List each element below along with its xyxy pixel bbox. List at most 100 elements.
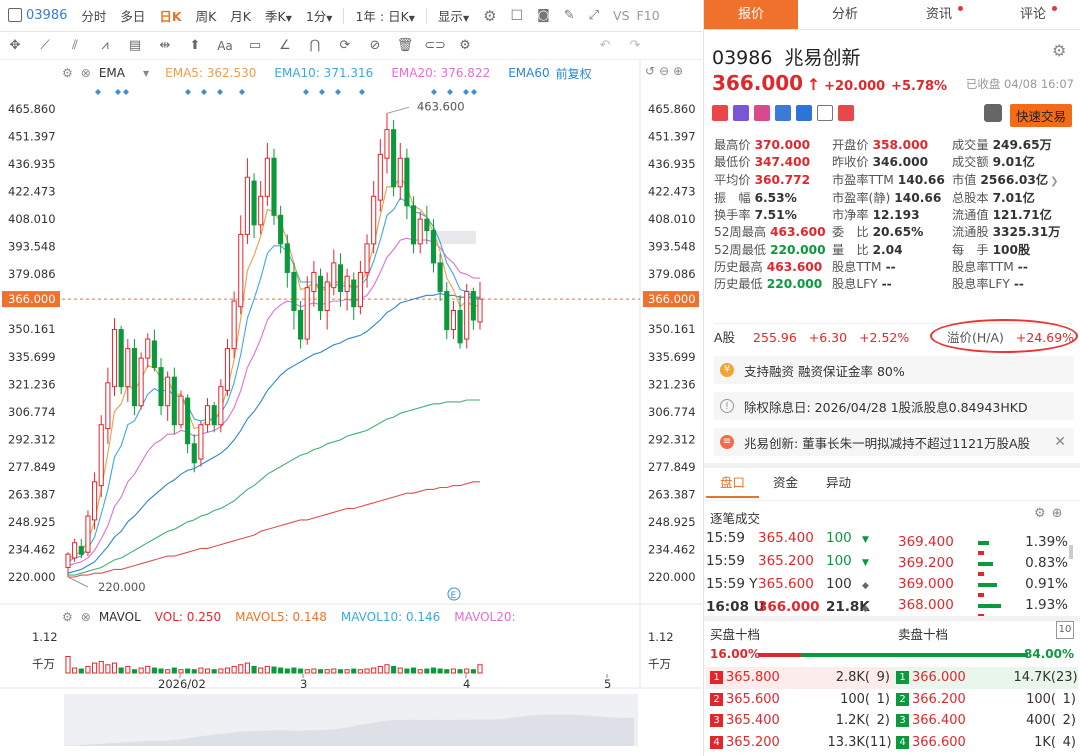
tab-daily-k[interactable]: 日K xyxy=(159,9,182,24)
symbol-code[interactable]: 03986 xyxy=(26,8,68,23)
volume-bar[interactable] xyxy=(211,669,217,674)
dividend-notice[interactable]: ! 除权除息日: 2026/04/28 1股派股息0.84943HKD xyxy=(714,392,1074,420)
volume-bar[interactable] xyxy=(65,655,71,674)
event-marker-icon[interactable] xyxy=(319,89,325,95)
volume-bar[interactable] xyxy=(337,669,344,674)
tab-weekly-k[interactable]: 周K xyxy=(195,9,217,24)
tab-monthly-k[interactable]: 月K xyxy=(230,9,251,24)
candle[interactable] xyxy=(65,552,71,577)
volume-bar[interactable] xyxy=(111,662,118,674)
candle[interactable] xyxy=(404,148,410,220)
indicator-name[interactable]: EMA xyxy=(98,66,125,80)
scrollbar[interactable] xyxy=(1069,545,1073,559)
volume-bar[interactable] xyxy=(357,669,363,674)
candle[interactable] xyxy=(231,291,237,359)
sync-icon[interactable]: ⟳ xyxy=(339,38,351,53)
indicator-settings-icon[interactable]: ⚙ xyxy=(62,66,73,80)
event-marker-icon[interactable] xyxy=(115,89,121,95)
volume-bar[interactable] xyxy=(444,669,450,674)
candle[interactable] xyxy=(258,181,264,235)
volume-bar[interactable] xyxy=(238,664,244,674)
event-marker-icon[interactable] xyxy=(201,89,207,95)
tab-quarterly-k[interactable]: 季K▼ xyxy=(258,6,299,25)
volume-bar[interactable] xyxy=(158,668,164,674)
ask-cell[interactable]: 1 366.000 14.7K(23) xyxy=(892,667,1078,689)
candle[interactable] xyxy=(251,173,257,239)
volume-bar[interactable] xyxy=(397,667,403,674)
candle[interactable] xyxy=(218,379,224,433)
ruler-icon[interactable]: ∠ xyxy=(279,38,291,53)
candle[interactable] xyxy=(444,281,450,340)
volume-bar[interactable] xyxy=(231,665,237,674)
ten-levels-icon[interactable]: 10 xyxy=(1056,621,1074,639)
volume-bar[interactable] xyxy=(344,669,350,674)
candle[interactable] xyxy=(278,205,284,254)
volume-bar[interactable] xyxy=(271,666,277,674)
candle[interactable] xyxy=(198,420,204,467)
tab-orderbook[interactable]: 盘口 xyxy=(706,470,760,498)
candle[interactable] xyxy=(264,142,270,206)
candle[interactable] xyxy=(317,268,324,321)
f10-button[interactable]: F10 xyxy=(636,8,660,23)
wave-tool-icon[interactable]: ⩘ xyxy=(101,38,109,53)
heart-icon[interactable] xyxy=(838,105,854,121)
volume-bar[interactable] xyxy=(185,668,191,674)
candle[interactable] xyxy=(238,215,244,315)
volume-bar[interactable] xyxy=(324,669,330,674)
settings-icon[interactable]: ⚙ xyxy=(483,6,497,25)
volume-bar[interactable] xyxy=(284,668,290,674)
candle[interactable] xyxy=(410,196,417,254)
candle[interactable] xyxy=(165,371,171,421)
volume-bar[interactable] xyxy=(477,664,483,674)
measure-tool-icon[interactable]: ⇹ xyxy=(159,38,171,53)
candle[interactable] xyxy=(111,318,118,397)
text-tool-icon[interactable]: Aa xyxy=(217,38,233,53)
volume-bar[interactable] xyxy=(364,668,370,674)
volume-bar[interactable] xyxy=(131,669,138,674)
indicator-settings-icon[interactable]: ⚙ xyxy=(62,610,73,624)
volume-bar[interactable] xyxy=(251,665,257,674)
candle[interactable] xyxy=(92,472,98,530)
volume-bar[interactable] xyxy=(171,667,177,674)
volume-bar[interactable] xyxy=(298,668,304,674)
line-tool-icon[interactable]: ⟋ xyxy=(40,38,50,53)
event-marker-icon[interactable] xyxy=(303,89,309,95)
bid-cell[interactable]: 1 365.800 2.8K(9) xyxy=(706,667,892,689)
candle[interactable] xyxy=(298,300,304,349)
candle[interactable] xyxy=(224,339,231,397)
volume-bar[interactable] xyxy=(464,668,470,674)
trash-icon[interactable]: 🗑 xyxy=(396,38,414,53)
volume-bar[interactable] xyxy=(311,668,317,674)
volume-bar[interactable] xyxy=(457,669,463,674)
bid-cell[interactable]: 3 365.400 1.2K(2) xyxy=(706,710,892,732)
channel-tool-icon[interactable]: ⫽ xyxy=(72,38,78,53)
arrow-up-tool-icon[interactable]: ⬆ xyxy=(189,38,201,53)
volume-bar[interactable] xyxy=(470,669,476,674)
candle[interactable] xyxy=(357,261,363,315)
volume-bar[interactable] xyxy=(450,668,456,674)
volume-bar[interactable] xyxy=(437,668,443,674)
volume-bar[interactable] xyxy=(98,660,104,674)
volume-bar[interactable] xyxy=(105,664,111,674)
volume-bar[interactable] xyxy=(118,667,124,674)
display-menu[interactable]: 显示▼ xyxy=(431,6,476,25)
event-marker-icon[interactable] xyxy=(185,89,191,95)
tab-multiday[interactable]: 多日 xyxy=(120,9,146,24)
tab-minute[interactable]: 1分▼ xyxy=(299,6,340,25)
candle[interactable] xyxy=(470,287,476,330)
reset-icon[interactable]: ↺ xyxy=(645,64,660,78)
volume-bar[interactable] xyxy=(218,668,224,674)
candle[interactable] xyxy=(158,358,164,416)
indicator-close-icon[interactable]: ⊗ xyxy=(80,610,91,624)
note-tool-icon[interactable]: ▭ xyxy=(248,38,262,53)
candle[interactable] xyxy=(384,113,390,174)
fullscreen-icon[interactable]: ⤢ xyxy=(588,8,600,23)
candle[interactable] xyxy=(284,234,290,288)
a-share-quote[interactable]: A股 255.96 +6.30 +2.52% xyxy=(714,327,909,346)
event-marker-icon[interactable] xyxy=(123,89,129,95)
ask-cell[interactable]: 4 366.600 1K(4) xyxy=(892,732,1078,754)
draw-settings-icon[interactable]: ⚙ xyxy=(459,38,471,53)
candle[interactable] xyxy=(477,281,483,330)
volume-bar[interactable] xyxy=(72,667,78,674)
compare-button[interactable]: VS xyxy=(613,8,630,23)
